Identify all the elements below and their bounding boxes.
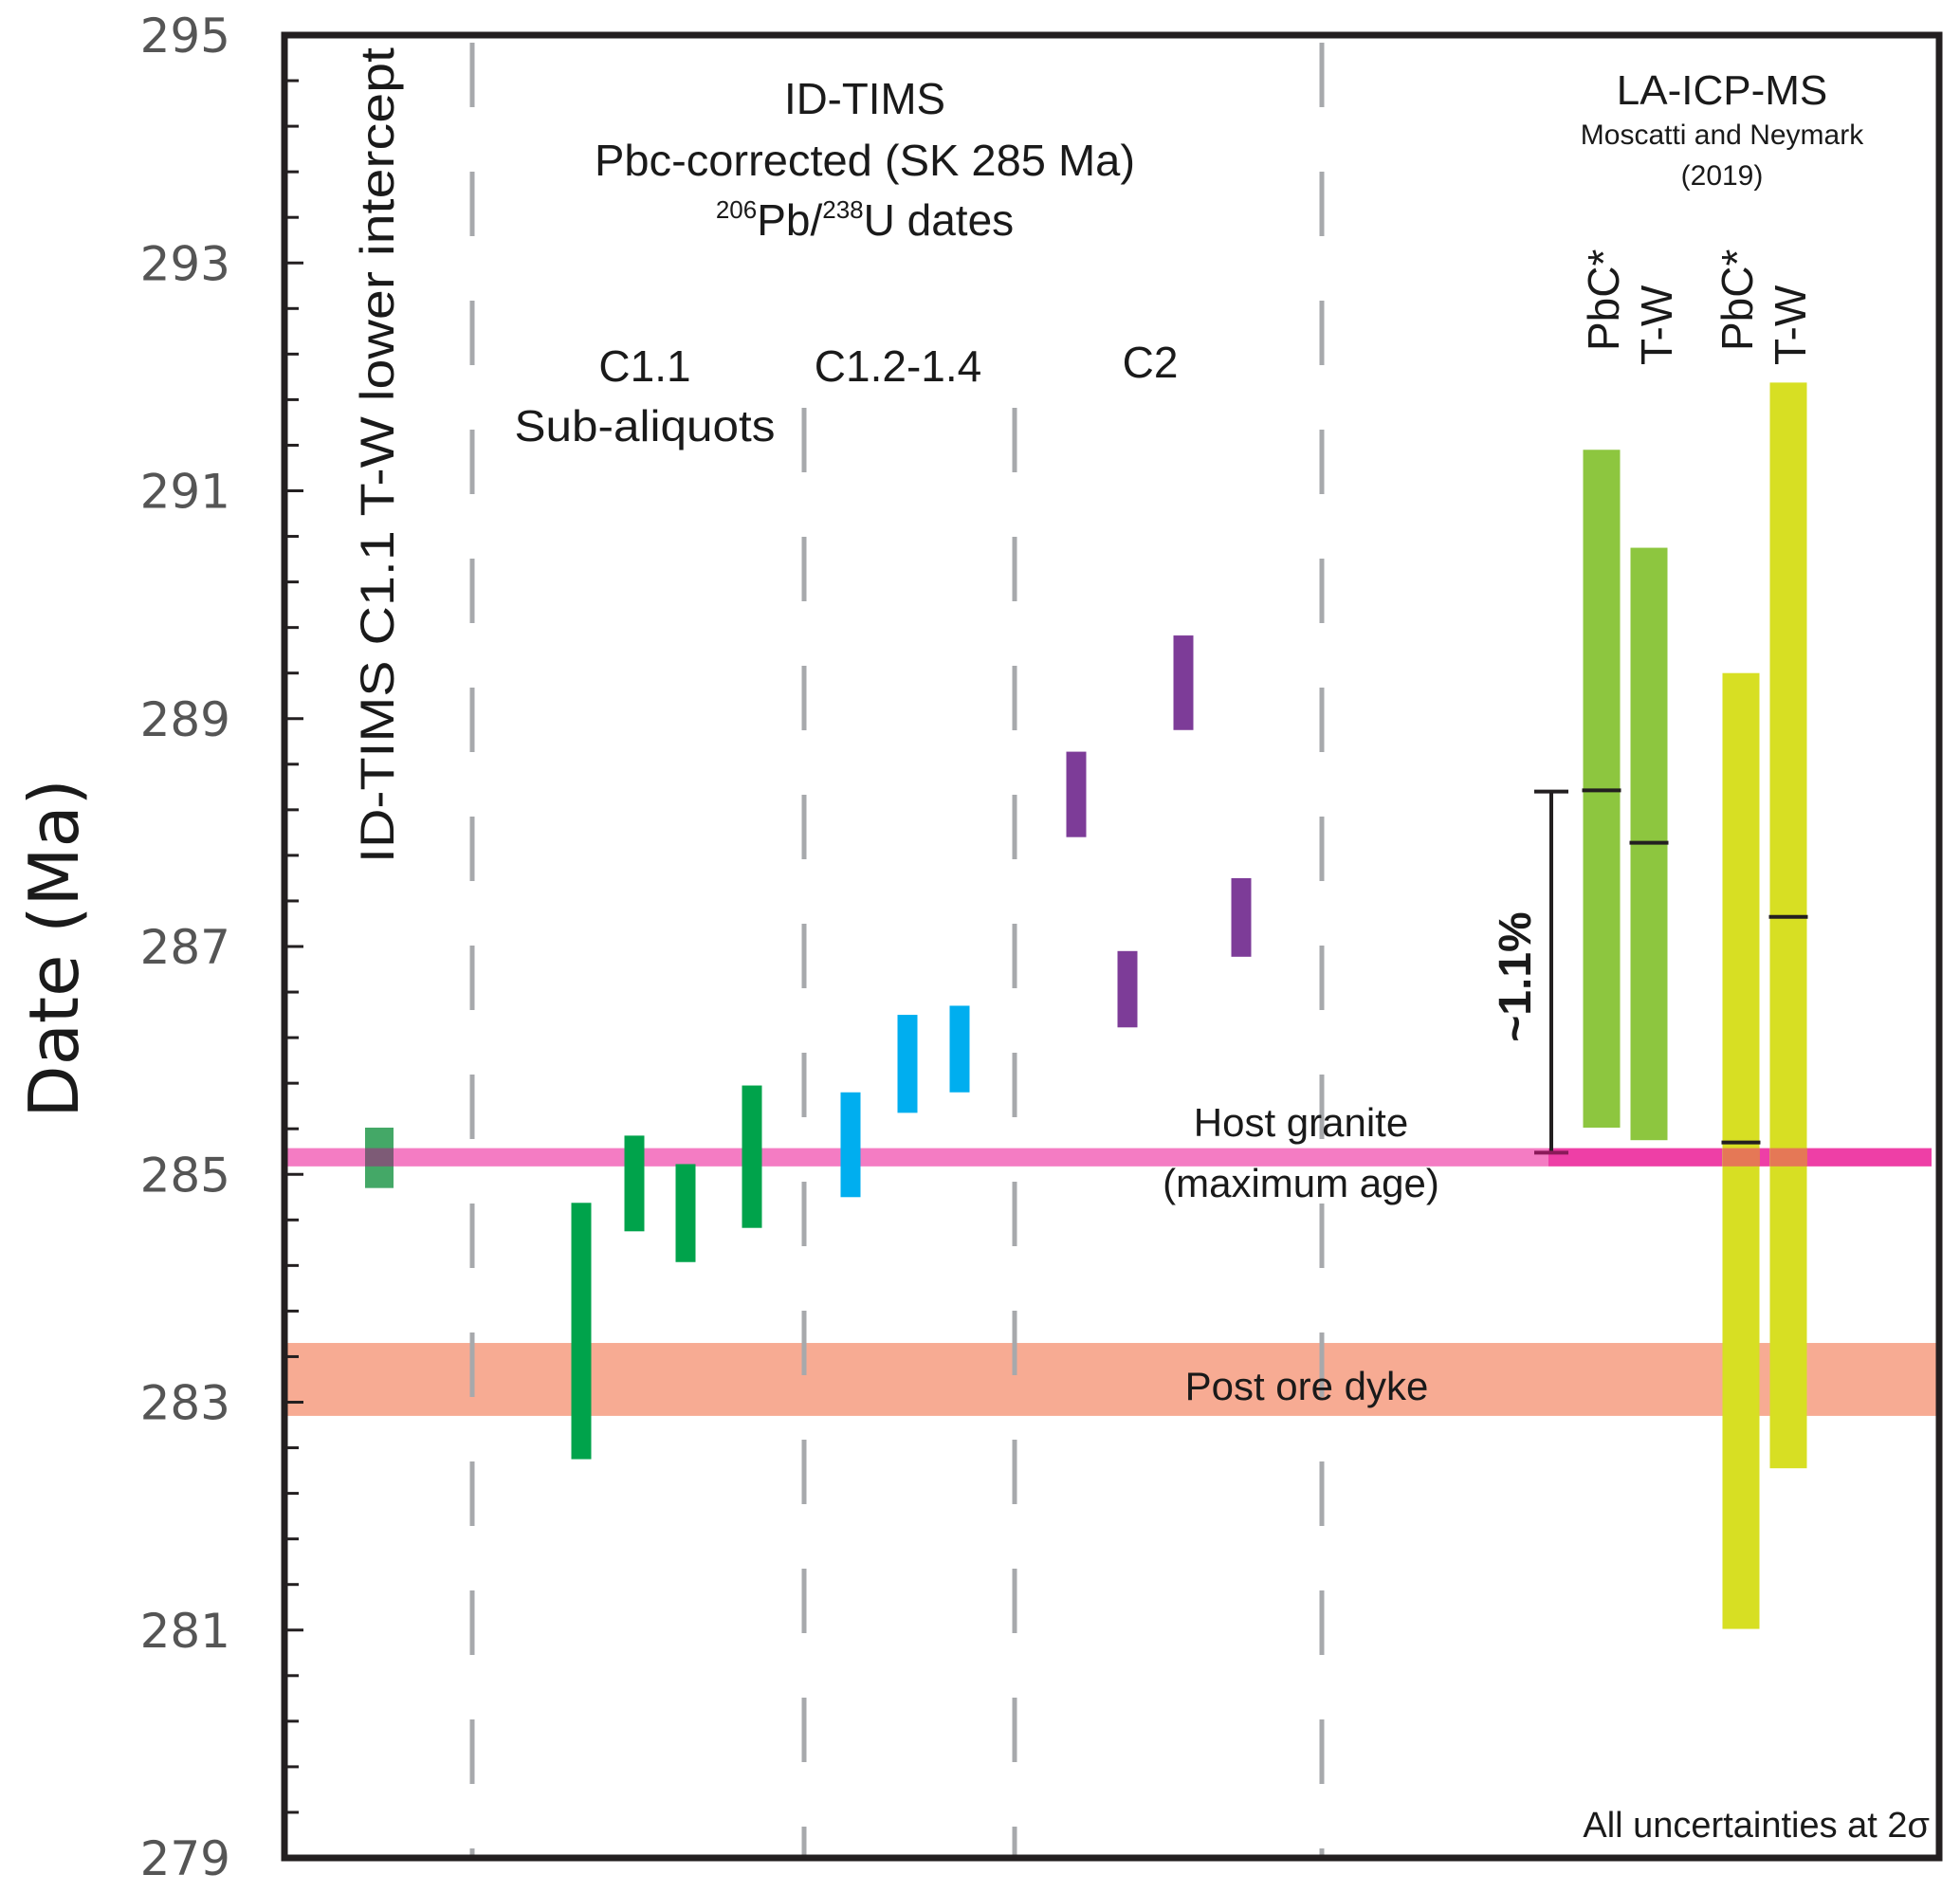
range-bar [897, 1015, 918, 1113]
band-overlap [1723, 1148, 1760, 1167]
percent-bracket [1534, 789, 1568, 1155]
band-overlap [365, 1148, 394, 1167]
idtims-subtitle: Pbc-corrected (SK 285 Ma) [595, 136, 1135, 185]
reference-bands [284, 1148, 1939, 1416]
y-tick-label: 283 [140, 1376, 230, 1431]
percent-bracket-label: ~1.1% [1491, 911, 1541, 1041]
range-bar [1173, 635, 1194, 730]
y-axis-title: Date (Ma) [14, 779, 94, 1117]
host-granite-label: Host granite [1194, 1100, 1408, 1145]
range-bar [675, 1164, 696, 1262]
column-label-tw-2: T-W [1766, 285, 1815, 365]
y-tick-label: 287 [140, 920, 230, 975]
column-label-pbc-2: PbC* [1713, 249, 1762, 351]
pb-text: Pb/ [757, 195, 822, 245]
host-granite-band [284, 1148, 1548, 1167]
range-bar [949, 1005, 970, 1093]
post-ore-dyke-label: Post ore dyke [1185, 1364, 1429, 1408]
post-ore-dyke-band [284, 1343, 1939, 1416]
y-axis: 279 281 283 285 287 289 291 293 295 [140, 9, 1943, 1886]
laicpms-subtitle: Moscatti and Neymark [1581, 119, 1864, 151]
isotope-238: 238 [822, 195, 863, 224]
uncertainty-note: All uncertainties at 2σ [1583, 1806, 1930, 1846]
range-bar [840, 1092, 861, 1198]
group-sublabel-sub-aliquots: Sub-aliquots [515, 401, 776, 450]
range-bar [571, 1203, 592, 1460]
plot-frame [281, 31, 1943, 1862]
y-tick-label: 289 [140, 692, 230, 747]
column-label-tw-1: T-W [1632, 285, 1681, 365]
range-bar [1769, 382, 1807, 1469]
idtims-dates-label: 206Pb/238U dates [716, 195, 1014, 245]
group-label-c1-2-1-4: C1.2-1.4 [815, 341, 981, 391]
host-granite-sublabel: (maximum age) [1163, 1161, 1439, 1205]
range-bar [1066, 751, 1087, 837]
column-label-pbc-1: PbC* [1579, 249, 1628, 351]
u-dates-text: U dates [864, 195, 1015, 245]
y-tick-label: 281 [140, 1604, 230, 1659]
y-tick-label: 293 [140, 236, 230, 291]
section-dividers [469, 43, 1325, 1858]
range-bar [624, 1135, 645, 1232]
y-tick-label: 291 [140, 465, 230, 520]
range-bar [742, 1085, 762, 1228]
range-bar [1231, 877, 1252, 957]
range-bar [1117, 950, 1138, 1028]
group-label-c2: C2 [1123, 338, 1179, 387]
group-label-c1-1: C1.1 [598, 341, 690, 391]
y-tick-label: 279 [140, 1831, 230, 1886]
y-tick-label: 295 [140, 9, 230, 64]
laicpms-title: LA-ICP-MS [1617, 67, 1827, 114]
mean-markers [1582, 788, 1808, 1145]
y-tick-label: 285 [140, 1148, 230, 1203]
laicpms-column-labels: PbC* T-W PbC* T-W [1579, 249, 1815, 365]
idtims-title: ID-TIMS [784, 74, 945, 123]
laicpms-year: (2019) [1681, 160, 1764, 192]
range-bars [365, 382, 1807, 1629]
lower-intercept-label: ID-TIMS C1.1 T-W lower intercept [351, 47, 404, 863]
band-overlap [1770, 1148, 1807, 1167]
isotope-206: 206 [716, 195, 757, 224]
